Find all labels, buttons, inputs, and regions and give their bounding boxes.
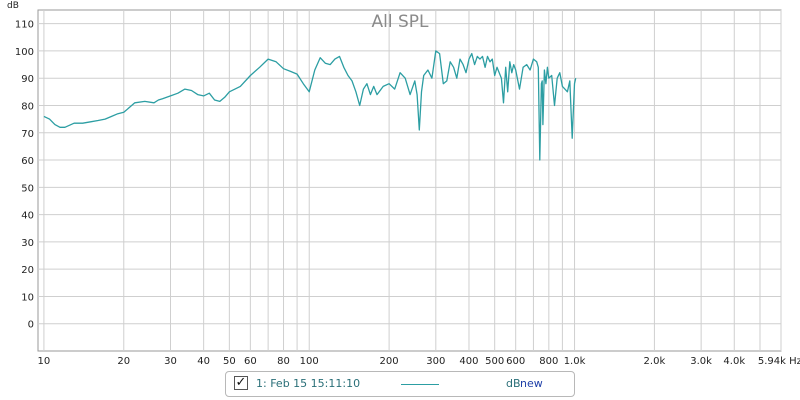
y-tick-label: 60 [21, 156, 34, 167]
x-tick-label: 10 [38, 356, 51, 367]
y-tick-label: 0 [28, 320, 34, 331]
y-tick-label: 20 [21, 265, 34, 276]
x-axis-ticks: 10 20 30 40 50 60 80 100 200 300 400 500 600 800 1.0k 2… [38, 356, 800, 367]
x-tick-label: 20 [117, 356, 130, 367]
series-layer [43, 50, 577, 161]
y-axis-ticks: 0 10 20 30 40 50 60 70 80 90 100 110 [15, 20, 34, 331]
x-tick-label: 30 [164, 356, 177, 367]
x-tick-label: 5.94k Hz [758, 356, 800, 367]
y-tick-label: 110 [15, 20, 34, 31]
legend: ✓ 1: Feb 15 15:11:10 dB new [225, 371, 575, 397]
x-tick-label: 800 [539, 356, 558, 367]
legend-status-label: new [520, 377, 543, 390]
x-tick-label: 60 [244, 356, 257, 367]
y-unit-label: dB [7, 1, 19, 11]
y-tick-label: 100 [15, 47, 34, 58]
legend-line-swatch [401, 384, 439, 385]
y-tick-label: 30 [21, 238, 34, 249]
plot-area [37, 9, 782, 352]
x-tick-label: 100 [300, 356, 319, 367]
y-tick-label: 40 [21, 211, 34, 222]
legend-unit-label: dB [506, 377, 521, 390]
x-tick-label: 80 [277, 356, 290, 367]
legend-series-label[interactable]: 1: Feb 15 15:11:10 [256, 377, 361, 390]
x-tick-label: 50 [223, 356, 236, 367]
chart-title: All SPL [372, 12, 430, 32]
legend-checkbox[interactable]: ✓ [234, 375, 248, 390]
x-tick-label: 4.0k [723, 356, 745, 367]
x-tick-label: 1.0k [564, 356, 586, 367]
y-tick-label: 70 [21, 129, 34, 140]
x-tick-label: 300 [426, 356, 445, 367]
x-tick-label: 200 [380, 356, 399, 367]
x-tick-label: 3.0k [690, 356, 712, 367]
y-tick-label: 90 [21, 74, 34, 85]
x-tick-label: 600 [506, 356, 525, 367]
y-tick-label: 80 [21, 101, 34, 112]
x-tick-label: 2.0k [644, 356, 666, 367]
x-tick-label: 40 [197, 356, 210, 367]
x-tick-label: 400 [459, 356, 478, 367]
x-tick-label: 500 [485, 356, 504, 367]
series-line [43, 50, 577, 161]
grid [38, 10, 782, 351]
y-tick-label: 50 [21, 183, 34, 194]
y-tick-label: 10 [21, 292, 34, 303]
